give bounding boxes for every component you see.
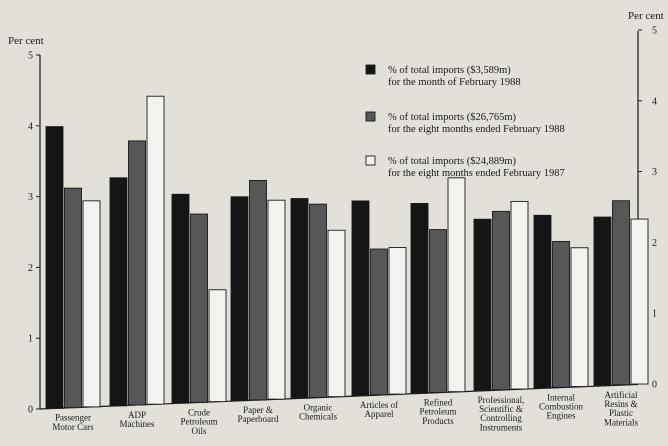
category-label-line: Passenger bbox=[55, 413, 91, 423]
bar-series-2 bbox=[190, 213, 208, 403]
legend: % of total imports ($3,589m) for the mont… bbox=[365, 64, 565, 179]
category-label-line: Products bbox=[422, 416, 454, 426]
bar-series-3 bbox=[208, 289, 227, 403]
category-label-line: Petroleum bbox=[181, 417, 218, 427]
category-label: Internal Combustion Engines bbox=[539, 392, 584, 420]
legend-entry-line: for the month of February 1988 bbox=[388, 77, 521, 88]
left-tick-label: 2 bbox=[28, 263, 33, 274]
category-label-line: Motor Cars bbox=[52, 422, 94, 432]
left-tick-label: 4 bbox=[28, 121, 33, 132]
category-label-line: ADP bbox=[128, 410, 146, 420]
bar-series-2 bbox=[309, 203, 327, 398]
left-tick-label: 0 bbox=[28, 405, 33, 416]
category-label-line: Chemicals bbox=[299, 412, 337, 422]
bar-series-3 bbox=[388, 247, 407, 395]
category-label-line: Organic bbox=[304, 402, 333, 412]
category-label-line: Refined bbox=[424, 397, 453, 407]
bar-series-1 bbox=[351, 200, 370, 397]
legend-entry-line: for the eight months ended February 1987 bbox=[388, 168, 565, 179]
bar-series-2 bbox=[128, 140, 146, 406]
bar-series-3 bbox=[82, 200, 101, 408]
bar-series-3 bbox=[267, 199, 286, 400]
legend-entry-line: % of total imports ($3,589m) bbox=[388, 65, 511, 76]
category-label-line: Scientific & bbox=[479, 404, 523, 414]
category-label-line: Oils bbox=[191, 426, 207, 436]
bar-series-2 bbox=[552, 240, 570, 388]
bar-series-1 bbox=[290, 198, 309, 399]
bar-series-2 bbox=[249, 179, 267, 401]
right-tick-label: 2 bbox=[652, 238, 657, 249]
legend-entry-1: % of total imports ($3,589m) for the mont… bbox=[388, 65, 521, 88]
bar-series-3 bbox=[327, 229, 346, 398]
bar-series-1 bbox=[473, 218, 492, 392]
bar-series-1 bbox=[45, 126, 64, 409]
category-label-line: Professional, bbox=[478, 395, 525, 405]
bar-series-3 bbox=[630, 218, 649, 385]
right-tick-label: 5 bbox=[652, 26, 657, 37]
legend-swatch-2 bbox=[365, 111, 376, 122]
bar-series-2 bbox=[612, 200, 630, 386]
plot-area: 0 0 1 1 2 2 3 3 4 4 5 5 Passenger Motor Cars ADP Machin… bbox=[28, 26, 657, 436]
right-tick-label: 0 bbox=[652, 380, 657, 391]
category-label-line: Machines bbox=[120, 419, 155, 429]
bar-series-1 bbox=[230, 196, 249, 402]
bar-series-2 bbox=[492, 210, 510, 391]
category-label-line: Artificial bbox=[605, 390, 638, 400]
bar-series-3 bbox=[447, 177, 466, 393]
category-label-line: Apparel bbox=[365, 409, 394, 419]
category-label-line: Petroleum bbox=[420, 407, 457, 417]
category-label-line: Resins & bbox=[604, 399, 637, 409]
category-label: ADP Machines bbox=[120, 410, 155, 429]
bar-series-2 bbox=[429, 229, 447, 393]
left-tick-label: 1 bbox=[28, 334, 33, 345]
category-label: Passenger Motor Cars bbox=[52, 413, 94, 432]
category-label-line: Internal bbox=[547, 392, 575, 402]
bar-series-3 bbox=[146, 95, 165, 405]
left-axis-label: Per cent bbox=[8, 35, 44, 47]
legend-entry-line: % of total imports ($24,889m) bbox=[388, 156, 517, 167]
category-label-line: Paperboard bbox=[238, 414, 279, 424]
right-tick-label: 1 bbox=[652, 309, 657, 320]
category-label-line: Paper & bbox=[243, 405, 273, 415]
bar-series-3 bbox=[510, 200, 529, 390]
category-label-line: Instruments bbox=[480, 422, 523, 432]
category-label: Refined Petroleum Products bbox=[420, 397, 457, 425]
bar-series-2 bbox=[370, 248, 388, 396]
category-label-line: Controlling bbox=[480, 413, 522, 423]
category-label: Paper & Paperboard bbox=[238, 405, 279, 424]
bar-series-2 bbox=[64, 187, 82, 409]
legend-entry-3: % of total imports ($24,889m) for the eig… bbox=[388, 156, 565, 179]
left-tick-label: 3 bbox=[28, 192, 33, 203]
bar-series-3 bbox=[570, 247, 589, 387]
category-label-line: Materials bbox=[604, 417, 638, 427]
category-label: Crude Petroleum Oils bbox=[181, 407, 218, 435]
category-label-line: Combustion bbox=[539, 401, 584, 411]
legend-entry-2: % of total imports ($26,765m) for the eig… bbox=[388, 112, 565, 135]
bar-series-1 bbox=[593, 216, 612, 387]
category-label: Articles of Apparel bbox=[360, 400, 398, 419]
left-tick-label: 5 bbox=[28, 51, 33, 62]
legend-swatch-1 bbox=[365, 64, 376, 75]
bar-series-1 bbox=[410, 202, 429, 394]
category-label-line: Plastic bbox=[609, 408, 633, 418]
category-label: Artificial Resins & Plastic Materials bbox=[604, 390, 638, 428]
legend-swatch-3 bbox=[365, 155, 376, 166]
category-label-line: Crude bbox=[188, 407, 210, 417]
bar-series-1 bbox=[533, 214, 552, 389]
right-tick-label: 3 bbox=[652, 167, 657, 178]
category-label-line: Articles of bbox=[360, 400, 398, 410]
category-label: Professional, Scientific & Controlling Inst… bbox=[478, 395, 525, 433]
legend-entry-line: % of total imports ($26,765m) bbox=[388, 112, 517, 123]
bar-series-1 bbox=[171, 193, 190, 404]
bar-series-1 bbox=[109, 177, 128, 407]
category-label: Organic Chemicals bbox=[299, 402, 337, 421]
right-axis-label: Per cent bbox=[628, 10, 664, 22]
legend-entry-line: for the eight months ended February 1988 bbox=[388, 124, 565, 135]
right-tick-label: 4 bbox=[652, 96, 657, 107]
category-label-line: Engines bbox=[547, 411, 576, 421]
